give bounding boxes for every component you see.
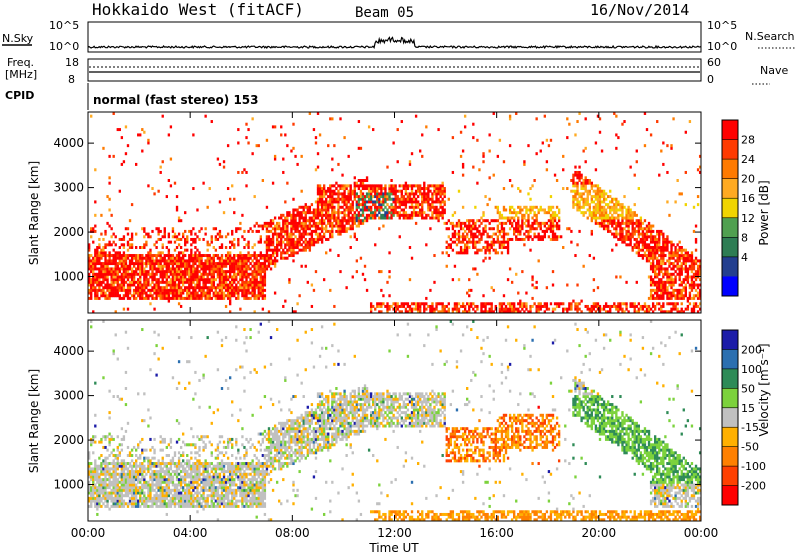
power-heatmap-cells xyxy=(88,112,702,314)
date-label: 16/Nov/2014 xyxy=(590,1,689,19)
noise-tick-left-bottom: 10^0 xyxy=(49,40,79,53)
power-cbar-swatch xyxy=(722,276,738,297)
time-tick-label: 12:00 xyxy=(377,526,412,540)
nave-tick-bottom: 0 xyxy=(707,73,714,86)
velocity-ytick-label: 1000 xyxy=(53,478,84,492)
cpid-label: CPID xyxy=(5,89,34,102)
power-cbar-swatch xyxy=(722,120,738,141)
power-colorbar: 28 24 20 16 12 8 4 xyxy=(721,119,755,297)
time-tick-label: 16:00 xyxy=(479,526,514,540)
noise-trace xyxy=(87,36,702,50)
velocity-cbar-swatch xyxy=(722,407,738,428)
noise-panel: N.Sky N.Search 10^5 10^0 10^5 10^0 xyxy=(2,19,796,53)
velocity-colorbar: 200 100 50 15 -15 -50 -100 -200 xyxy=(721,329,766,506)
freq-panel: Freq. [MHz] 18 8 60 0 Nave xyxy=(5,56,788,86)
time-axis-label: Time UT xyxy=(368,541,419,554)
power-cbar-swatch xyxy=(722,217,738,238)
velocity-cbar-tick-label: 50 xyxy=(741,382,755,395)
power-cbar-tick-label: 16 xyxy=(741,192,755,205)
velocity-ytick-label: 4000 xyxy=(53,344,84,358)
freq-tick-top: 18 xyxy=(65,56,79,69)
beam-label: Beam 05 xyxy=(355,5,414,21)
power-cbar-tick-label: 24 xyxy=(741,153,755,166)
velocity-cbar-swatch xyxy=(722,485,738,506)
power-cbar-swatch xyxy=(722,159,738,180)
power-cbar-tick-label: 12 xyxy=(741,212,755,225)
velocity-cbar-swatch xyxy=(722,446,738,467)
time-tick-label: 00:00 xyxy=(71,526,106,540)
nsearch-label: N.Search xyxy=(745,30,795,43)
power-cbar-swatch xyxy=(722,237,738,258)
freq-label: Freq. xyxy=(7,56,34,69)
time-tick-label: 04:00 xyxy=(173,526,208,540)
power-panel: 4000 3000 2000 1000 Slant Range [km] xyxy=(27,111,702,314)
velocity-panel: 4000 3000 2000 1000 Slant Range [km] xyxy=(27,319,702,522)
velocity-cbar-swatch xyxy=(722,466,738,487)
velocity-cbar-tick-label: -15 xyxy=(741,421,759,434)
velocity-colorbar-label: Velocity [m s⁻¹] xyxy=(757,343,771,436)
noise-tick-right-top: 10^5 xyxy=(707,19,737,32)
power-ytick-label: 3000 xyxy=(53,181,84,195)
velocity-cbar-tick-label: -50 xyxy=(741,441,759,454)
velocity-cbar-swatch xyxy=(722,388,738,409)
power-ytick-label: 2000 xyxy=(53,225,84,239)
velocity-cbar-tick-label: 200 xyxy=(741,343,762,356)
freq-unit-label: [MHz] xyxy=(5,68,37,81)
velocity-ylabel: Slant Range [km] xyxy=(27,369,41,473)
nave-tick-top: 60 xyxy=(707,56,721,69)
velocity-cbar-tick-label: 100 xyxy=(741,363,762,376)
power-cbar-tick-label: 8 xyxy=(741,231,748,244)
power-cbar-swatch xyxy=(722,139,738,160)
time-tick-label: 08:00 xyxy=(275,526,310,540)
velocity-ytick-label: 2000 xyxy=(53,433,84,447)
power-cbar-tick-label: 28 xyxy=(741,134,755,147)
station-title: Hokkaido West (fitACF) xyxy=(92,0,304,19)
time-axis: 00:00 04:00 08:00 12:00 16:00 20:00 00:00 xyxy=(71,526,719,540)
velocity-heatmap-cells xyxy=(88,320,702,522)
power-cbar-swatch xyxy=(722,178,738,199)
velocity-cbar-swatch xyxy=(722,330,738,350)
noise-tick-right-bottom: 10^0 xyxy=(707,40,737,53)
nave-label: Nave xyxy=(760,64,788,77)
power-cbar-tick-label: 4 xyxy=(741,251,748,264)
power-cbar-swatch xyxy=(722,198,738,219)
power-cbar-swatch xyxy=(722,256,738,277)
nsky-label: N.Sky xyxy=(2,32,34,45)
cpid-text: normal (fast stereo) 153 xyxy=(93,93,259,107)
noise-tick-left-top: 10^5 xyxy=(49,19,79,32)
power-ylabel: Slant Range [km] xyxy=(27,161,41,265)
velocity-cbar-swatch xyxy=(722,368,738,389)
power-cbar-tick-label: 20 xyxy=(741,173,755,186)
time-tick-label: 00:00 xyxy=(684,526,719,540)
velocity-cbar-tick-label: -100 xyxy=(741,460,766,473)
velocity-cbar-swatch xyxy=(722,427,738,448)
power-ytick-label: 4000 xyxy=(53,136,84,150)
velocity-ytick-label: 3000 xyxy=(53,389,84,403)
velocity-cbar-tick-label: 15 xyxy=(741,402,755,415)
time-tick-label: 20:00 xyxy=(582,526,617,540)
velocity-cbar-tick-label: -200 xyxy=(741,480,766,493)
power-colorbar-label: Power [dB] xyxy=(757,180,771,245)
power-ytick-label: 1000 xyxy=(53,270,84,284)
velocity-cbar-swatch xyxy=(722,349,738,370)
freq-tick-bottom: 8 xyxy=(68,73,75,86)
